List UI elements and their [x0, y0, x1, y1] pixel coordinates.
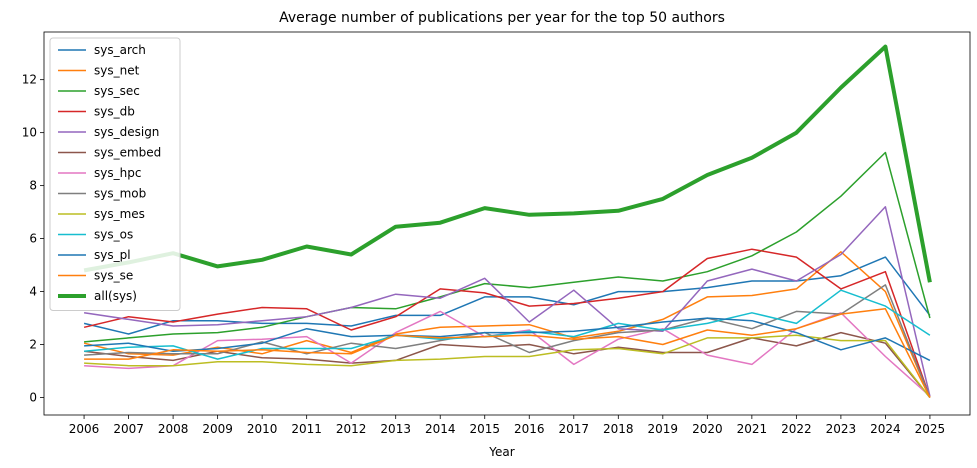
y-tick-label: 12 — [22, 73, 37, 87]
x-tick-label: 2020 — [692, 422, 723, 436]
x-axis-label: Year — [488, 445, 514, 459]
y-tick-label: 6 — [29, 232, 37, 246]
series-line-sys_arch — [83, 256, 931, 335]
legend-label-sys_embed: sys_embed — [94, 146, 161, 160]
x-tick-label: 2024 — [870, 422, 901, 436]
series-line-sys_design — [83, 206, 931, 397]
x-tick-label: 2021 — [737, 422, 768, 436]
series-line-sys_mes — [84, 334, 931, 398]
x-tick-label: 2023 — [826, 422, 857, 436]
series-line-all(sys) — [83, 44, 932, 283]
y-tick-label: 0 — [29, 391, 37, 405]
legend-label-all(sys): all(sys) — [94, 289, 137, 303]
legend-box — [49, 37, 181, 311]
legend-label-sys_db: sys_db — [94, 105, 135, 119]
series-line-sys_os — [84, 289, 931, 360]
legend-label-sys_mes: sys_mes — [94, 207, 145, 221]
y-tick-label: 4 — [29, 285, 37, 299]
legend-label-sys_design: sys_design — [94, 125, 159, 139]
axes-frame — [43, 31, 971, 416]
x-tick-label: 2019 — [648, 422, 679, 436]
x-tick-label: 2015 — [469, 422, 500, 436]
x-tick-label: 2010 — [247, 422, 278, 436]
plot-area: 2006 2007 2008 2009 2010 2011 2012 2013 2014 2015… — [22, 31, 971, 436]
y-tick-label: 8 — [29, 179, 37, 193]
series-line-sys_sec — [84, 151, 931, 343]
x-tick-label: 2025 — [915, 422, 946, 436]
x-tick-label: 2007 — [113, 422, 144, 436]
series-line-sys_se — [84, 308, 931, 398]
x-tick-label: 2022 — [781, 422, 812, 436]
chart-title: Average number of publications per year … — [279, 10, 725, 26]
legend-label-sys_sec: sys_sec — [94, 84, 140, 98]
y-tick-label: 10 — [22, 126, 37, 140]
x-tick-label: 2016 — [514, 422, 545, 436]
series-line-sys_pl — [84, 317, 931, 362]
x-tick-label: 2012 — [336, 422, 367, 436]
x-tick-label: 2013 — [380, 422, 411, 436]
legend-label-sys_os: sys_os — [94, 228, 133, 242]
series-line-sys_db — [83, 248, 931, 398]
x-tick-label: 2014 — [425, 422, 456, 436]
x-tick-label: 2011 — [291, 422, 322, 436]
series-line-sys_mob — [84, 284, 931, 398]
y-tick-label: 2 — [29, 338, 37, 352]
legend-label-sys_se: sys_se — [94, 269, 133, 283]
x-tick-label: 2008 — [158, 422, 189, 436]
x-tick-label: 2017 — [559, 422, 590, 436]
x-tick-label: 2009 — [202, 422, 233, 436]
legend-label-sys_arch: sys_arch — [94, 43, 146, 57]
x-tick-label: 2006 — [69, 422, 100, 436]
legend-label-sys_hpc: sys_hpc — [94, 166, 141, 180]
legend-label-sys_mob: sys_mob — [94, 187, 146, 201]
legend-label-sys_pl: sys_pl — [94, 248, 131, 262]
x-tick-label: 2018 — [603, 422, 634, 436]
legend-label-sys_net: sys_net — [94, 64, 140, 78]
